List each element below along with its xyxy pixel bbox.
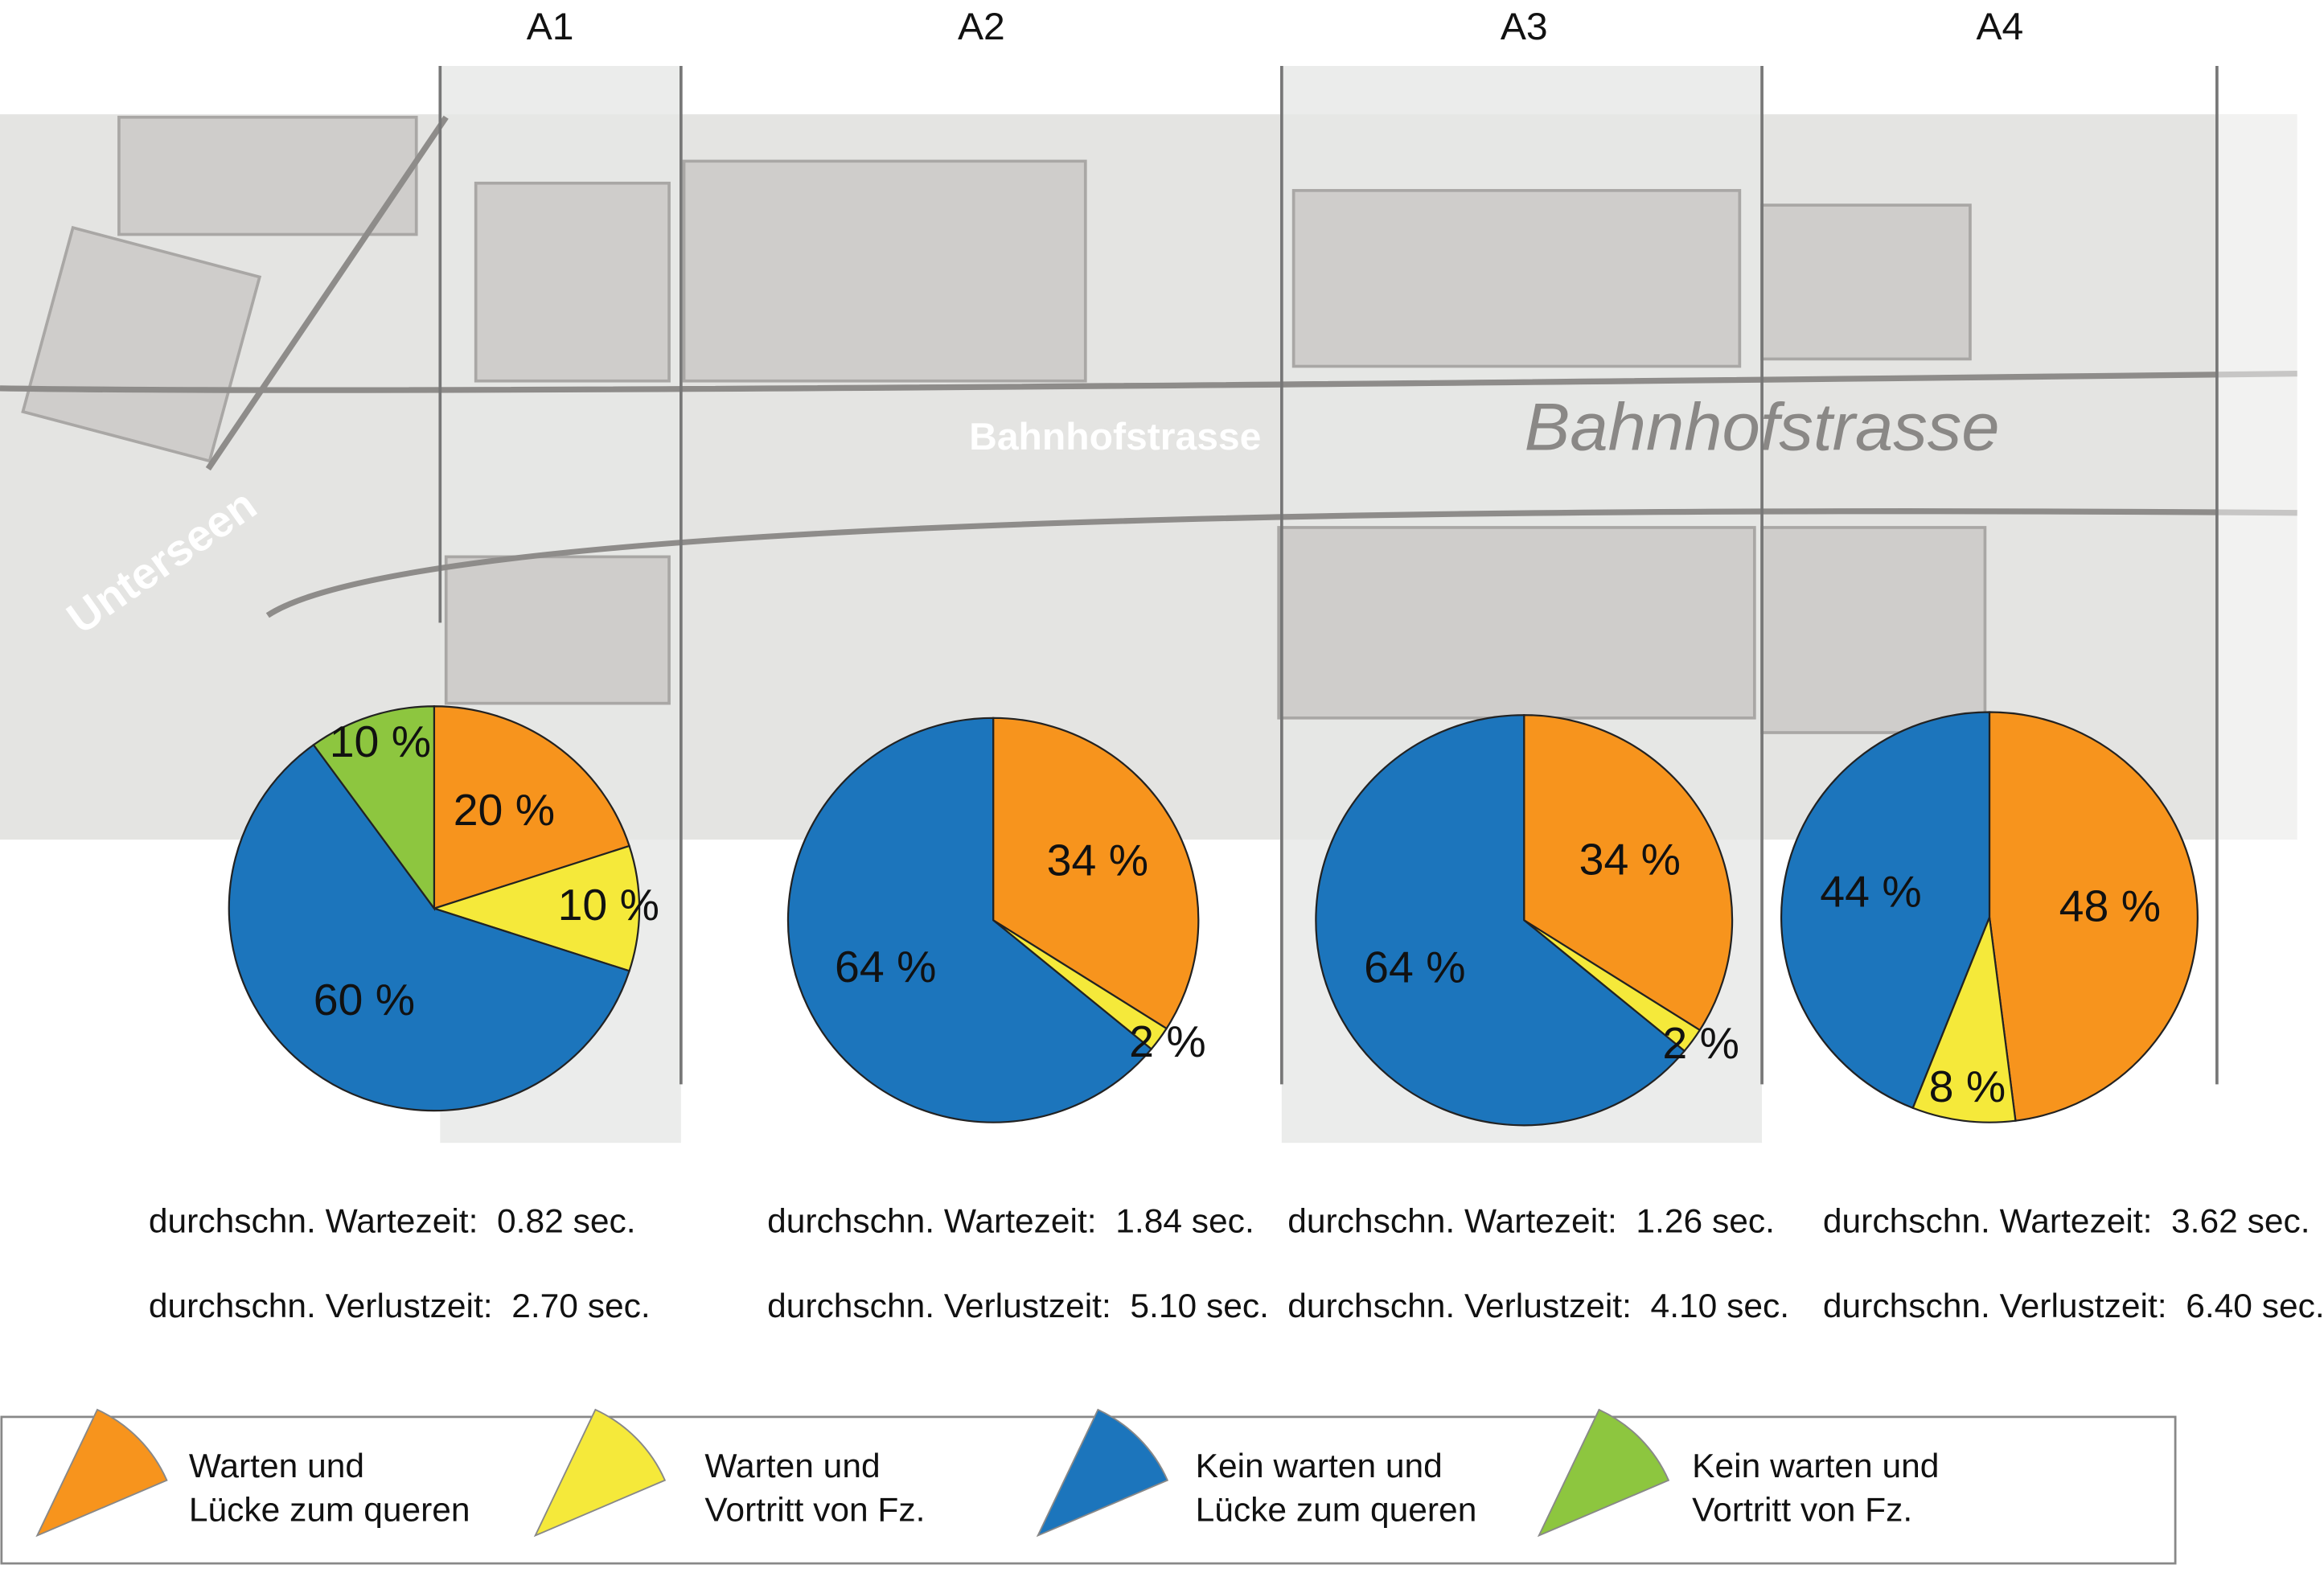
value-label: 20 % (454, 785, 555, 835)
separators (438, 65, 2219, 1085)
pie-slice (992, 717, 1200, 1030)
value-label: 10 % (558, 880, 659, 930)
pie-slice (1988, 711, 2199, 1122)
chart-title: A3 (1501, 6, 1548, 48)
legend-label: Vortritt von Fz. (704, 1491, 925, 1529)
value-label: 2 % (1662, 1018, 1739, 1068)
pie-slice (1911, 917, 2017, 1123)
annotation: durchschn. Verlustzeit: 4.10 sec. (1287, 1287, 1789, 1324)
pie-slice (1315, 714, 1686, 1127)
chart-title: A4 (1977, 6, 2024, 48)
annotation: durchschn. Wartezeit: 0.82 sec. (149, 1202, 636, 1240)
annotation: durchschn. Verlustzeit: 2.70 sec. (149, 1287, 651, 1324)
value-label: 60 % (314, 975, 415, 1025)
legend-label: Warten und (704, 1447, 880, 1484)
pie-slice (433, 705, 630, 910)
annotation: durchschn. Wartezeit: 3.62 sec. (1823, 1202, 2310, 1240)
legend-label: Kein warten und (1692, 1447, 1939, 1484)
pie-slice (786, 717, 1153, 1123)
annotation: durchschn. Wartezeit: 1.84 sec. (767, 1202, 1254, 1240)
value-label: 44 % (1820, 867, 1921, 917)
value-label: 64 % (1364, 942, 1465, 992)
value-label: 48 % (2059, 881, 2161, 931)
value-label: 34 % (1047, 836, 1148, 885)
pie-slice (431, 844, 641, 972)
chart-title: A1 (527, 6, 574, 48)
pie-slice (228, 743, 630, 1112)
legend-label: Warten und (189, 1447, 364, 1484)
annotation: durchschn. Verlustzeit: 6.40 sec. (1823, 1287, 2324, 1324)
legend-label: Kein warten und (1196, 1447, 1443, 1484)
map-label: Bahnhofstrasse (969, 416, 1261, 458)
value-label: 8 % (1929, 1062, 2006, 1112)
pie-slice (1780, 711, 1991, 1110)
legend-swatch (533, 1408, 667, 1538)
annotation: durchschn. Verlustzeit: 5.10 sec. (767, 1287, 1269, 1324)
value-label: 34 % (1579, 835, 1681, 885)
legend-swatch (1036, 1408, 1169, 1538)
chart-title: A2 (958, 6, 1005, 48)
legend-swatch (1537, 1408, 1670, 1538)
value-label: 64 % (835, 942, 936, 992)
pie-slice (312, 705, 436, 912)
annotation: durchschn. Wartezeit: 1.26 sec. (1287, 1202, 1775, 1240)
legend-label: Lücke zum queren (189, 1491, 470, 1529)
value-label: 10 % (330, 717, 431, 766)
value-label: 2 % (1129, 1016, 1206, 1066)
legend-label: Vortritt von Fz. (1692, 1491, 1912, 1529)
pie-slice (1523, 714, 1734, 1032)
legend-swatch (35, 1408, 168, 1538)
legend-label: Lücke zum queren (1196, 1491, 1477, 1529)
